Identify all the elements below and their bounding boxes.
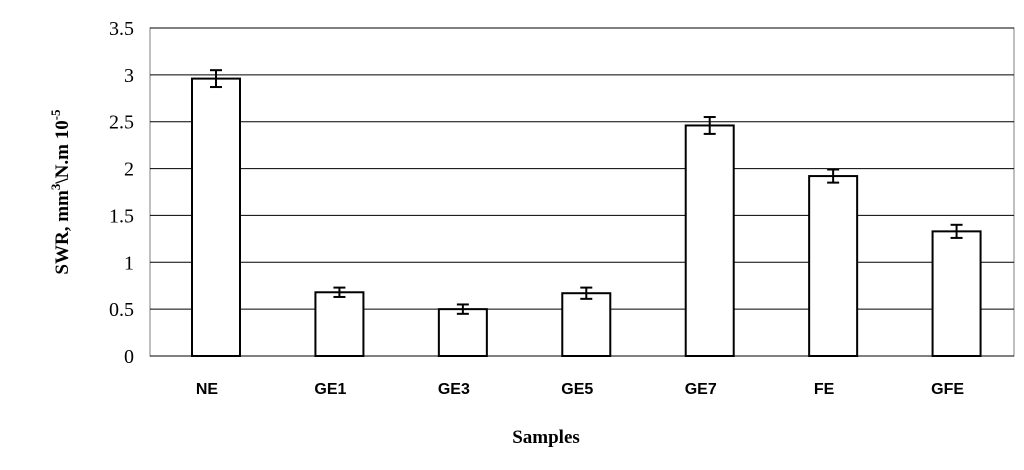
y-tick-label: 1.5 [109,205,134,227]
y-tick-label: 2 [124,159,134,181]
error-bars [210,69,963,315]
y-tick-label: 0 [124,346,134,368]
x-axis-label: Samples [512,427,580,448]
bar-ge7 [684,124,735,357]
bar-ge5 [561,292,612,357]
x-tick-labels: NE GE1 GE3 GE5 GE7 FE GFE [196,381,964,398]
bar-fe [808,175,859,357]
y-axis-label-main: SWR, mm [52,190,73,275]
bar-ne [191,77,241,357]
x-tick-label: GE3 [438,381,470,398]
y-tick-labels: 0 0.5 1 1.5 2 2.5 3 3.5 [109,18,134,368]
x-tick-label: FE [814,381,835,398]
bars [191,77,982,358]
x-tick-label: GE7 [685,381,717,398]
y-tick-label: 1 [124,252,134,274]
x-tick-label: GE1 [314,381,346,398]
y-axis-label: SWR, mm3\N.m 10-5 [48,109,73,275]
y-axis-label-mid: \N.m 10 [52,120,73,184]
y-tick-label: 2.5 [109,112,134,134]
x-tick-label: NE [196,381,219,398]
x-tick-label: GFE [931,381,964,398]
y-tick-label: 0.5 [109,299,134,321]
y-axis-label-sup1: 3 [48,183,63,190]
bar-gfe [931,230,982,357]
y-axis-label-sup2: -5 [48,109,63,120]
bar-ge1 [314,291,365,358]
x-tick-label: GE5 [561,381,593,398]
y-tick-label: 3.5 [109,18,134,40]
bar-ge3 [437,308,488,357]
gridlines [150,27,1014,357]
y-tick-label: 3 [124,65,134,87]
